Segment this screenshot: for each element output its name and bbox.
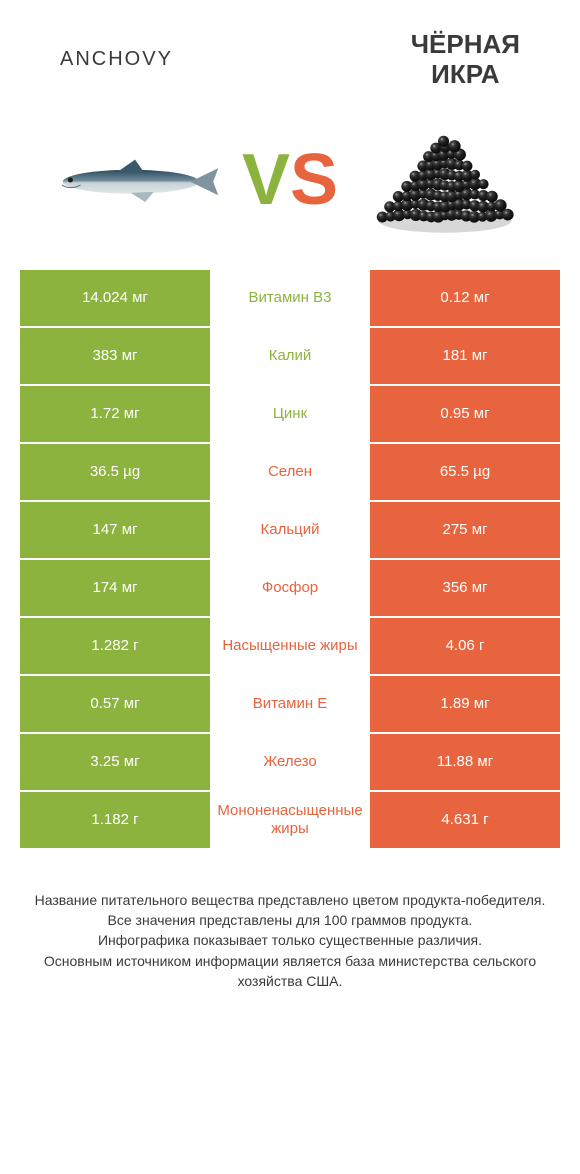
left-value: 147 мг (20, 502, 210, 558)
table-row: 147 мгКальций275 мг (20, 502, 560, 560)
left-value: 383 мг (20, 328, 210, 384)
right-value: 11.88 мг (370, 734, 560, 790)
left-title: ANCHOVY (60, 48, 173, 71)
nutrient-label: Цинк (210, 386, 370, 442)
right-value: 0.12 мг (370, 270, 560, 326)
right-value: 356 мг (370, 560, 560, 616)
table-row: 0.57 мгВитамин E1.89 мг (20, 676, 560, 734)
right-title: ЧЁРНАЯ ИКРА (411, 30, 520, 90)
left-value: 1.182 г (20, 792, 210, 848)
table-row: 383 мгКалий181 мг (20, 328, 560, 386)
right-value: 1.89 мг (370, 676, 560, 732)
titles-row: ANCHOVY ЧЁРНАЯ ИКРА (20, 30, 560, 110)
caviar-icon (360, 120, 530, 240)
right-value: 275 мг (370, 502, 560, 558)
left-value: 36.5 µg (20, 444, 210, 500)
footer-line3: Инфографика показывает только существенн… (30, 930, 550, 950)
left-value: 14.024 мг (20, 270, 210, 326)
nutrient-label: Селен (210, 444, 370, 500)
left-value: 1.282 г (20, 618, 210, 674)
table-row: 1.72 мгЦинк0.95 мг (20, 386, 560, 444)
footer-line1: Название питательного вещества представл… (30, 890, 550, 910)
nutrient-label: Мононенасыщенные жиры (210, 792, 370, 848)
vs-v: V (242, 144, 290, 216)
vs-s: S (290, 144, 338, 216)
comparison-table: 14.024 мгВитамин B30.12 мг383 мгКалий181… (20, 270, 560, 850)
right-value: 181 мг (370, 328, 560, 384)
left-value: 1.72 мг (20, 386, 210, 442)
nutrient-label: Кальций (210, 502, 370, 558)
footer-notes: Название питательного вещества представл… (20, 850, 560, 991)
right-title-line1: ЧЁРНАЯ (411, 30, 520, 60)
nutrient-label: Калий (210, 328, 370, 384)
hero-row: V S (20, 110, 560, 270)
right-value: 0.95 мг (370, 386, 560, 442)
vs-label: V S (242, 144, 338, 216)
table-row: 1.182 гМононенасыщенные жиры4.631 г (20, 792, 560, 850)
table-row: 174 мгФосфор356 мг (20, 560, 560, 618)
right-value: 4.631 г (370, 792, 560, 848)
right-title-line2: ИКРА (411, 60, 520, 90)
nutrient-label: Витамин B3 (210, 270, 370, 326)
anchovy-icon (50, 120, 220, 240)
table-row: 14.024 мгВитамин B30.12 мг (20, 270, 560, 328)
footer-line2: Все значения представлены для 100 граммо… (30, 910, 550, 930)
table-row: 36.5 µgСелен65.5 µg (20, 444, 560, 502)
right-value: 65.5 µg (370, 444, 560, 500)
nutrient-label: Витамин E (210, 676, 370, 732)
right-value: 4.06 г (370, 618, 560, 674)
nutrient-label: Железо (210, 734, 370, 790)
comparison-infographic: ANCHOVY ЧЁРНАЯ ИКРА (0, 0, 580, 1031)
table-row: 1.282 гНасыщенные жиры4.06 г (20, 618, 560, 676)
left-value: 174 мг (20, 560, 210, 616)
nutrient-label: Фосфор (210, 560, 370, 616)
nutrient-label: Насыщенные жиры (210, 618, 370, 674)
footer-line4: Основным источником информации является … (30, 951, 550, 992)
left-value: 3.25 мг (20, 734, 210, 790)
left-value: 0.57 мг (20, 676, 210, 732)
table-row: 3.25 мгЖелезо11.88 мг (20, 734, 560, 792)
